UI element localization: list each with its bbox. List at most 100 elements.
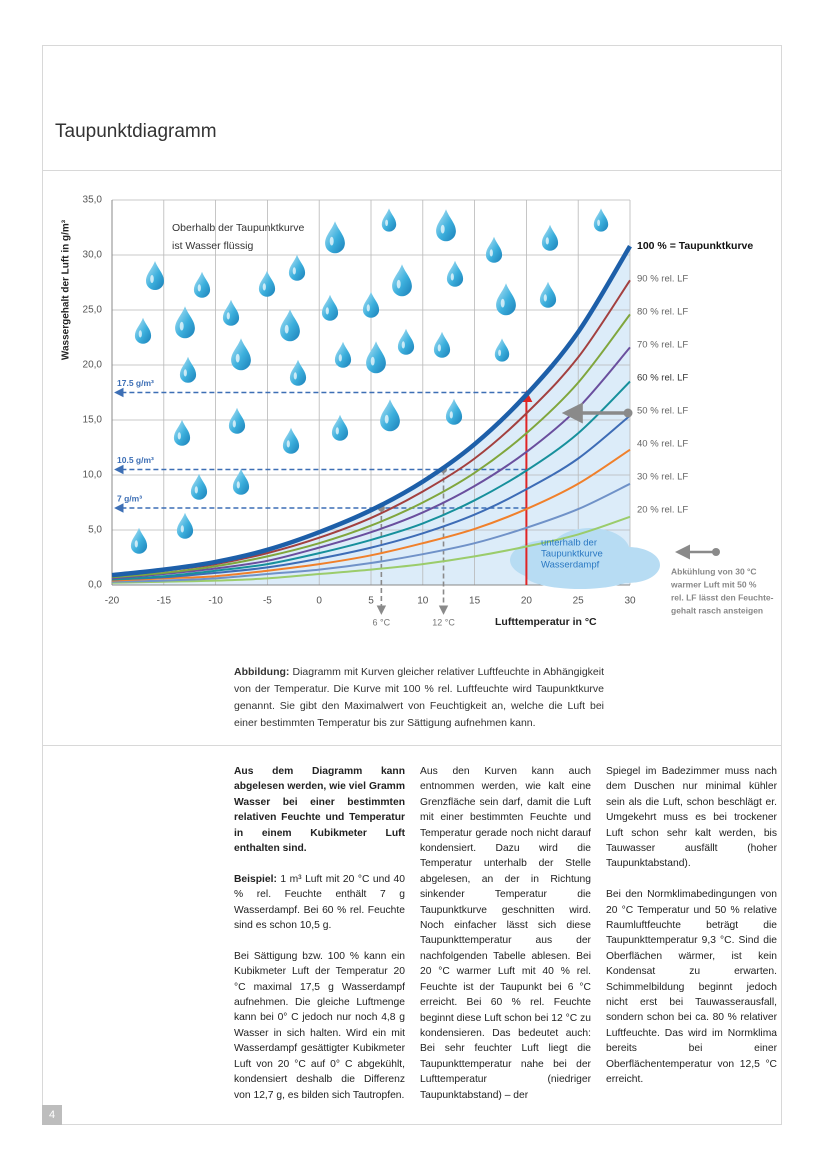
paragraph: Spiegel im Badezimmer muss nach dem Dusc… xyxy=(606,764,777,872)
annotation-cooling: rel. LF lässt den Feuchte- xyxy=(671,592,774,602)
legend-entry: 50 % rel. LF xyxy=(637,406,688,417)
rh-curve xyxy=(111,346,631,580)
annotation-below: Taupunktkurve xyxy=(541,549,603,560)
water-drop xyxy=(593,208,609,232)
drop-highlight xyxy=(292,267,296,275)
paragraph-text: Bei Sättigung bzw. 100 % kann ein Kubikm… xyxy=(234,950,405,1101)
text-column: Aus den Kurven kann auch entnommen werde… xyxy=(420,764,591,1118)
water-drop xyxy=(280,309,300,342)
water-drop xyxy=(288,254,306,281)
drop-highlight xyxy=(396,279,401,289)
y-tick-label: 25,0 xyxy=(83,305,103,316)
cooling-legend-dot xyxy=(712,548,720,556)
water-drop xyxy=(381,208,397,232)
annotation-below: Wasserdampf xyxy=(541,560,600,571)
drop-highlight xyxy=(401,341,405,349)
x-tick-label: 25 xyxy=(573,596,585,607)
water-level-label: 17.5 g/m³ xyxy=(117,378,154,388)
y-tick-label: 15,0 xyxy=(83,415,103,426)
water-drop xyxy=(362,291,380,318)
water-drop xyxy=(445,398,463,425)
water-drop xyxy=(366,341,386,374)
y-axis-title: Wassergehalt der Luft in g/m³ xyxy=(61,219,72,360)
drop-layer xyxy=(130,208,609,554)
legend-entry: 40 % rel. LF xyxy=(637,439,688,450)
label-layer: 0,0 5,0 10,0 15,0 20,0 25,0 30,0 35,0 -20 -15 -10 -… xyxy=(61,195,774,628)
paragraph-text: Aus dem Diagramm kann abgelesen werden, … xyxy=(234,766,405,855)
drop-highlight xyxy=(134,540,138,548)
separator xyxy=(42,170,782,171)
water-drop xyxy=(146,261,164,290)
rh-curve xyxy=(111,448,631,582)
drop-highlight xyxy=(150,275,154,283)
paragraph: Bei den Normklimabedingungen von 20 °C T… xyxy=(606,887,777,1087)
cooling-arrow-dot xyxy=(623,408,633,418)
water-drop xyxy=(222,299,240,326)
drop-highlight xyxy=(232,420,236,428)
y-tick-label: 0,0 xyxy=(88,580,102,591)
drop-highlight xyxy=(543,294,547,302)
water-drop xyxy=(494,338,510,362)
drop-highlight xyxy=(197,284,201,292)
legend-entry: 80 % rel. LF xyxy=(637,307,688,318)
water-drop xyxy=(496,283,516,316)
page-frame xyxy=(42,45,782,1125)
drop-highlight xyxy=(500,298,505,308)
drop-highlight xyxy=(335,427,339,435)
x-axis-title: Lufttemperatur in °C xyxy=(495,616,597,628)
water-drop xyxy=(541,224,559,251)
water-drop xyxy=(130,527,148,554)
drop-highlight xyxy=(449,411,453,419)
paragraph-lead: Beispiel: xyxy=(234,873,277,885)
legend-entry: 60 % rel. LF xyxy=(637,373,688,384)
drop-highlight xyxy=(284,324,289,334)
water-drop xyxy=(392,264,412,297)
legend-entry: 100 % = Taupunktkurve xyxy=(637,240,753,252)
rh-curve xyxy=(111,380,631,581)
caption-text: Diagramm mit Kurven gleicher relativer L… xyxy=(234,666,604,729)
annotation-below: unterhalb der xyxy=(541,538,597,549)
drop-highlight xyxy=(338,354,342,362)
legend-entry: 70 % rel. LF xyxy=(637,340,688,351)
x-tick-label: 10 xyxy=(417,596,429,607)
x-tick-label: -5 xyxy=(263,596,272,607)
drop-highlight xyxy=(385,219,389,226)
x-tick-label: 5 xyxy=(368,596,374,607)
water-drop xyxy=(134,317,152,344)
water-drop xyxy=(190,473,208,500)
water-level-label: 10.5 g/m³ xyxy=(117,455,154,465)
drop-highlight xyxy=(366,304,370,312)
drop-highlight xyxy=(597,219,601,226)
paragraph-text: Bei den Normklimabedingungen von 20 °C T… xyxy=(606,889,777,1086)
legend-entry: 90 % rel. LF xyxy=(637,274,688,285)
y-tick-label: 35,0 xyxy=(83,195,103,206)
water-drop xyxy=(173,419,191,446)
water-drop xyxy=(282,427,300,454)
paragraph-text: Aus den Kurven kann auch entnommen werde… xyxy=(420,766,591,1101)
rh-curve xyxy=(111,414,631,581)
water-drop xyxy=(331,414,349,441)
x-tick-label: 15 xyxy=(469,596,481,607)
legend-entry: 20 % rel. LF xyxy=(637,505,688,516)
drop-highlight xyxy=(286,440,290,448)
water-drop xyxy=(321,294,339,321)
drop-highlight xyxy=(293,372,297,380)
drop-highlight xyxy=(545,237,549,245)
drop-highlight xyxy=(180,525,184,533)
water-drop xyxy=(325,221,345,254)
drop-highlight xyxy=(177,432,181,440)
x-tick-label: -10 xyxy=(208,596,223,607)
water-drop xyxy=(446,260,464,287)
drop-highlight xyxy=(262,283,266,291)
drop-highlight xyxy=(370,356,375,366)
drop-highlight xyxy=(226,312,230,320)
y-tick-label: 5,0 xyxy=(88,525,102,536)
water-drop xyxy=(231,338,251,371)
annotation-cooling: gehalt rasch ansteigen xyxy=(671,605,763,615)
water-drop xyxy=(485,236,503,263)
figure-caption: Abbildung: Diagramm mit Kurven gleicher … xyxy=(234,664,604,732)
y-tick-label: 20,0 xyxy=(83,360,103,371)
x-tick-label: -20 xyxy=(105,596,120,607)
